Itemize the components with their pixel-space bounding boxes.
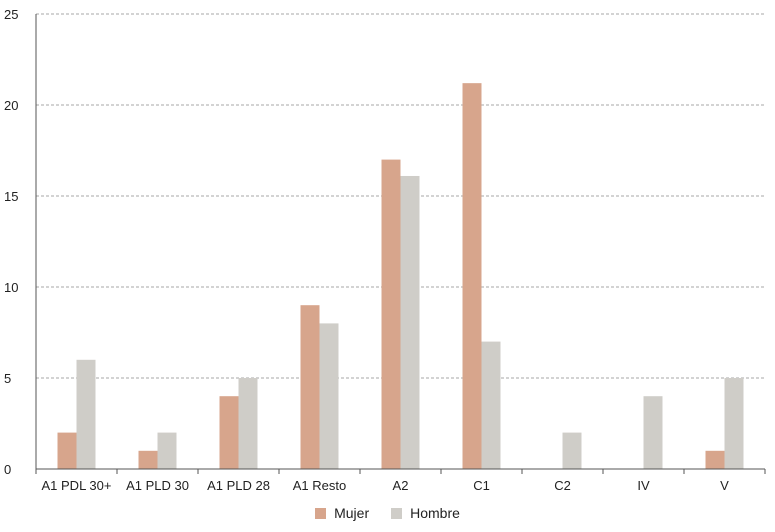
bar-mujer-8	[705, 450, 725, 469]
bar-hombre-7	[643, 396, 663, 469]
bar-hombre-8	[724, 378, 744, 469]
bar-hombre-3	[319, 323, 339, 469]
bar-hombre-1	[157, 432, 177, 469]
x-tick-label: C1	[473, 478, 490, 493]
x-tick-label: A1 PLD 30	[126, 478, 189, 493]
x-tick-label: A1 Resto	[293, 478, 346, 493]
bar-mujer-0	[57, 432, 77, 469]
bar-hombre-0	[76, 359, 96, 469]
legend-item-hombre: Hombre	[391, 505, 460, 521]
legend: Mujer Hombre	[0, 505, 775, 521]
legend-swatch-mujer	[315, 507, 327, 519]
legend-item-mujer: Mujer	[315, 505, 369, 521]
x-tick-label: A1 PDL 30+	[42, 478, 112, 493]
x-tick-label: A1 PLD 28	[207, 478, 270, 493]
bar-mujer-2	[219, 396, 239, 469]
legend-label-hombre: Hombre	[410, 505, 460, 521]
x-tick-label: A2	[393, 478, 409, 493]
bar-mujer-5	[462, 83, 482, 469]
bar-hombre-2	[238, 378, 258, 469]
bar-mujer-3	[300, 305, 320, 469]
grid-lines	[36, 13, 765, 379]
bar-hombre-5	[481, 341, 501, 469]
y-tick-label: 10	[4, 280, 18, 295]
x-tick-label: C2	[554, 478, 571, 493]
legend-swatch-hombre	[391, 507, 403, 519]
x-tick-label: IV	[637, 478, 650, 493]
bar-hombre-4	[400, 175, 420, 470]
y-tick-label: 20	[4, 98, 18, 113]
y-tick-label: 15	[4, 189, 18, 204]
axes: 0 5 10 15 20 25 A1 PDL 30+ A1 PLD 30 A1 PLD 28 A1…	[4, 7, 766, 493]
y-tick-label: 25	[4, 7, 18, 22]
bar-mujer-4	[381, 159, 401, 469]
bar-hombre-6	[562, 432, 582, 469]
y-tick-label: 0	[4, 462, 11, 477]
bars	[57, 83, 744, 470]
x-tick-label: V	[720, 478, 729, 493]
y-tick-label: 5	[4, 371, 11, 386]
legend-label-mujer: Mujer	[334, 505, 370, 521]
bar-mujer-1	[138, 450, 158, 469]
